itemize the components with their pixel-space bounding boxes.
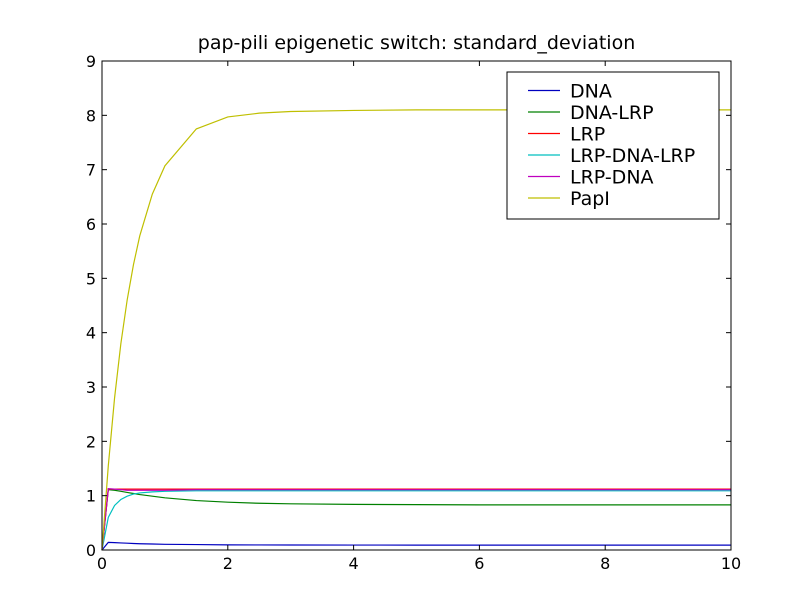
y-tick-label-4: 4 [86,324,96,343]
y-tick-label-9: 9 [86,52,96,71]
legend-label-0: DNA [570,81,612,103]
y-tick-label-1: 1 [86,487,96,506]
y-tick-label-3: 3 [86,378,96,397]
x-tick-label-0: 0 [97,554,107,573]
legend-label-4: LRP-DNA [570,167,654,189]
y-tick-label-8: 8 [86,106,96,125]
axis-tick-labels: 0 2 4 6 8 10 0 1 2 3 4 5 6 7 8 9 [86,52,741,573]
y-tick-label-5: 5 [86,269,96,288]
y-tick-label-0: 0 [86,541,96,560]
series-line-0 [101,541,731,551]
x-tick-label-2: 4 [349,554,359,573]
x-tick-label-1: 2 [223,554,233,573]
x-tick-label-4: 8 [600,554,610,573]
chart-title: pap-pili epigenetic switch: standard_dev… [198,32,635,54]
series-line-4 [101,487,731,551]
series-line-3 [101,490,731,551]
legend-label-5: PapI [570,188,610,210]
legend-box [506,71,720,220]
legend-label-2: LRP [570,124,605,146]
plot-frame [101,60,732,551]
x-tick-label-3: 6 [474,554,484,573]
series-line-1 [101,489,731,551]
y-tick-label-6: 6 [86,215,96,234]
legend-label-3: LRP-DNA-LRP [570,145,695,167]
y-tick-label-7: 7 [86,161,96,180]
x-tick-label-5: 10 [721,554,741,573]
y-tick-label-2: 2 [86,432,96,451]
legend-label-1: DNA-LRP [570,102,654,124]
